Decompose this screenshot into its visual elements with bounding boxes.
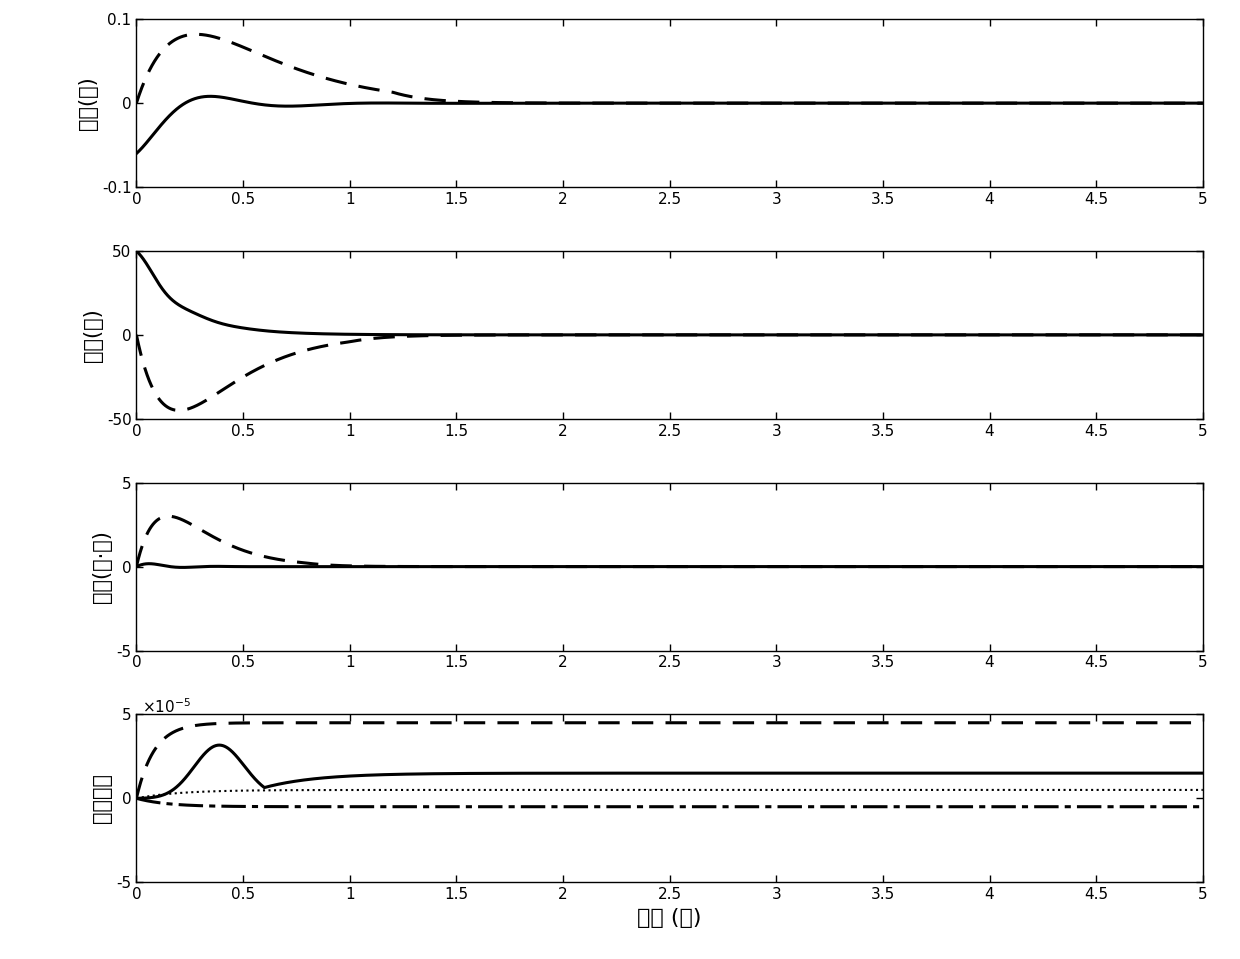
X-axis label: 时间 (秒): 时间 (秒) — [637, 908, 702, 927]
Y-axis label: 位移(米): 位移(米) — [78, 77, 98, 130]
Y-axis label: 转矩(牛·米): 转矩(牛·米) — [92, 530, 113, 603]
Y-axis label: 参数估计: 参数估计 — [92, 773, 113, 824]
Text: $\times10^{-5}$: $\times10^{-5}$ — [141, 697, 191, 716]
Y-axis label: 转角(度): 转角(度) — [83, 308, 103, 362]
